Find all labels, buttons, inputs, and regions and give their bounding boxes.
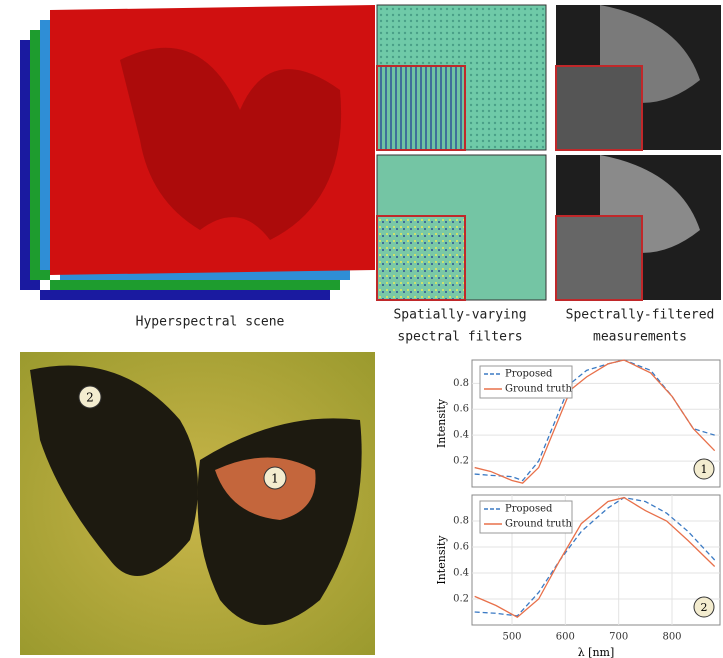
caption: measurements xyxy=(593,330,687,345)
x-tick-label: 800 xyxy=(662,632,681,643)
x-tick-label: 600 xyxy=(556,632,575,643)
legend-label: Proposed xyxy=(505,504,553,515)
legend-label: Ground truth xyxy=(505,384,573,395)
y-tick-label: 0.4 xyxy=(453,568,469,579)
caption: Hyperspectral scene xyxy=(136,315,285,330)
caption: Spectrally-filtered xyxy=(566,308,715,323)
caption: spectral filters xyxy=(397,330,522,345)
y-tick-label: 0.4 xyxy=(453,430,469,441)
caption: Spatially-varying xyxy=(393,308,526,323)
y-tick-label: 0.2 xyxy=(453,594,469,605)
y-axis-label: Intensity xyxy=(435,535,448,585)
y-tick-label: 0.8 xyxy=(453,516,469,527)
legend-label: Ground truth xyxy=(505,519,573,530)
y-axis-label: Intensity xyxy=(435,398,448,448)
hyperspectral-cube xyxy=(20,5,375,300)
legend-label: Proposed xyxy=(505,369,553,380)
marker: 1 xyxy=(271,472,279,486)
y-tick-label: 0.8 xyxy=(453,378,469,389)
x-axis-label: λ [nm] xyxy=(578,646,615,658)
marker: 2 xyxy=(86,391,94,405)
filter-images xyxy=(377,5,546,300)
x-tick-label: 500 xyxy=(502,632,521,643)
butterfly-photo xyxy=(20,352,375,655)
x-tick-label: 700 xyxy=(609,632,628,643)
y-tick-label: 0.6 xyxy=(453,542,469,553)
y-tick-label: 0.6 xyxy=(453,404,469,415)
annotation: 1 xyxy=(701,463,708,476)
figure: Hyperspectral scene Spatially-varying sp… xyxy=(0,0,723,658)
y-tick-label: 0.2 xyxy=(453,456,469,467)
measurement-images xyxy=(556,5,721,300)
annotation: 2 xyxy=(701,601,708,614)
